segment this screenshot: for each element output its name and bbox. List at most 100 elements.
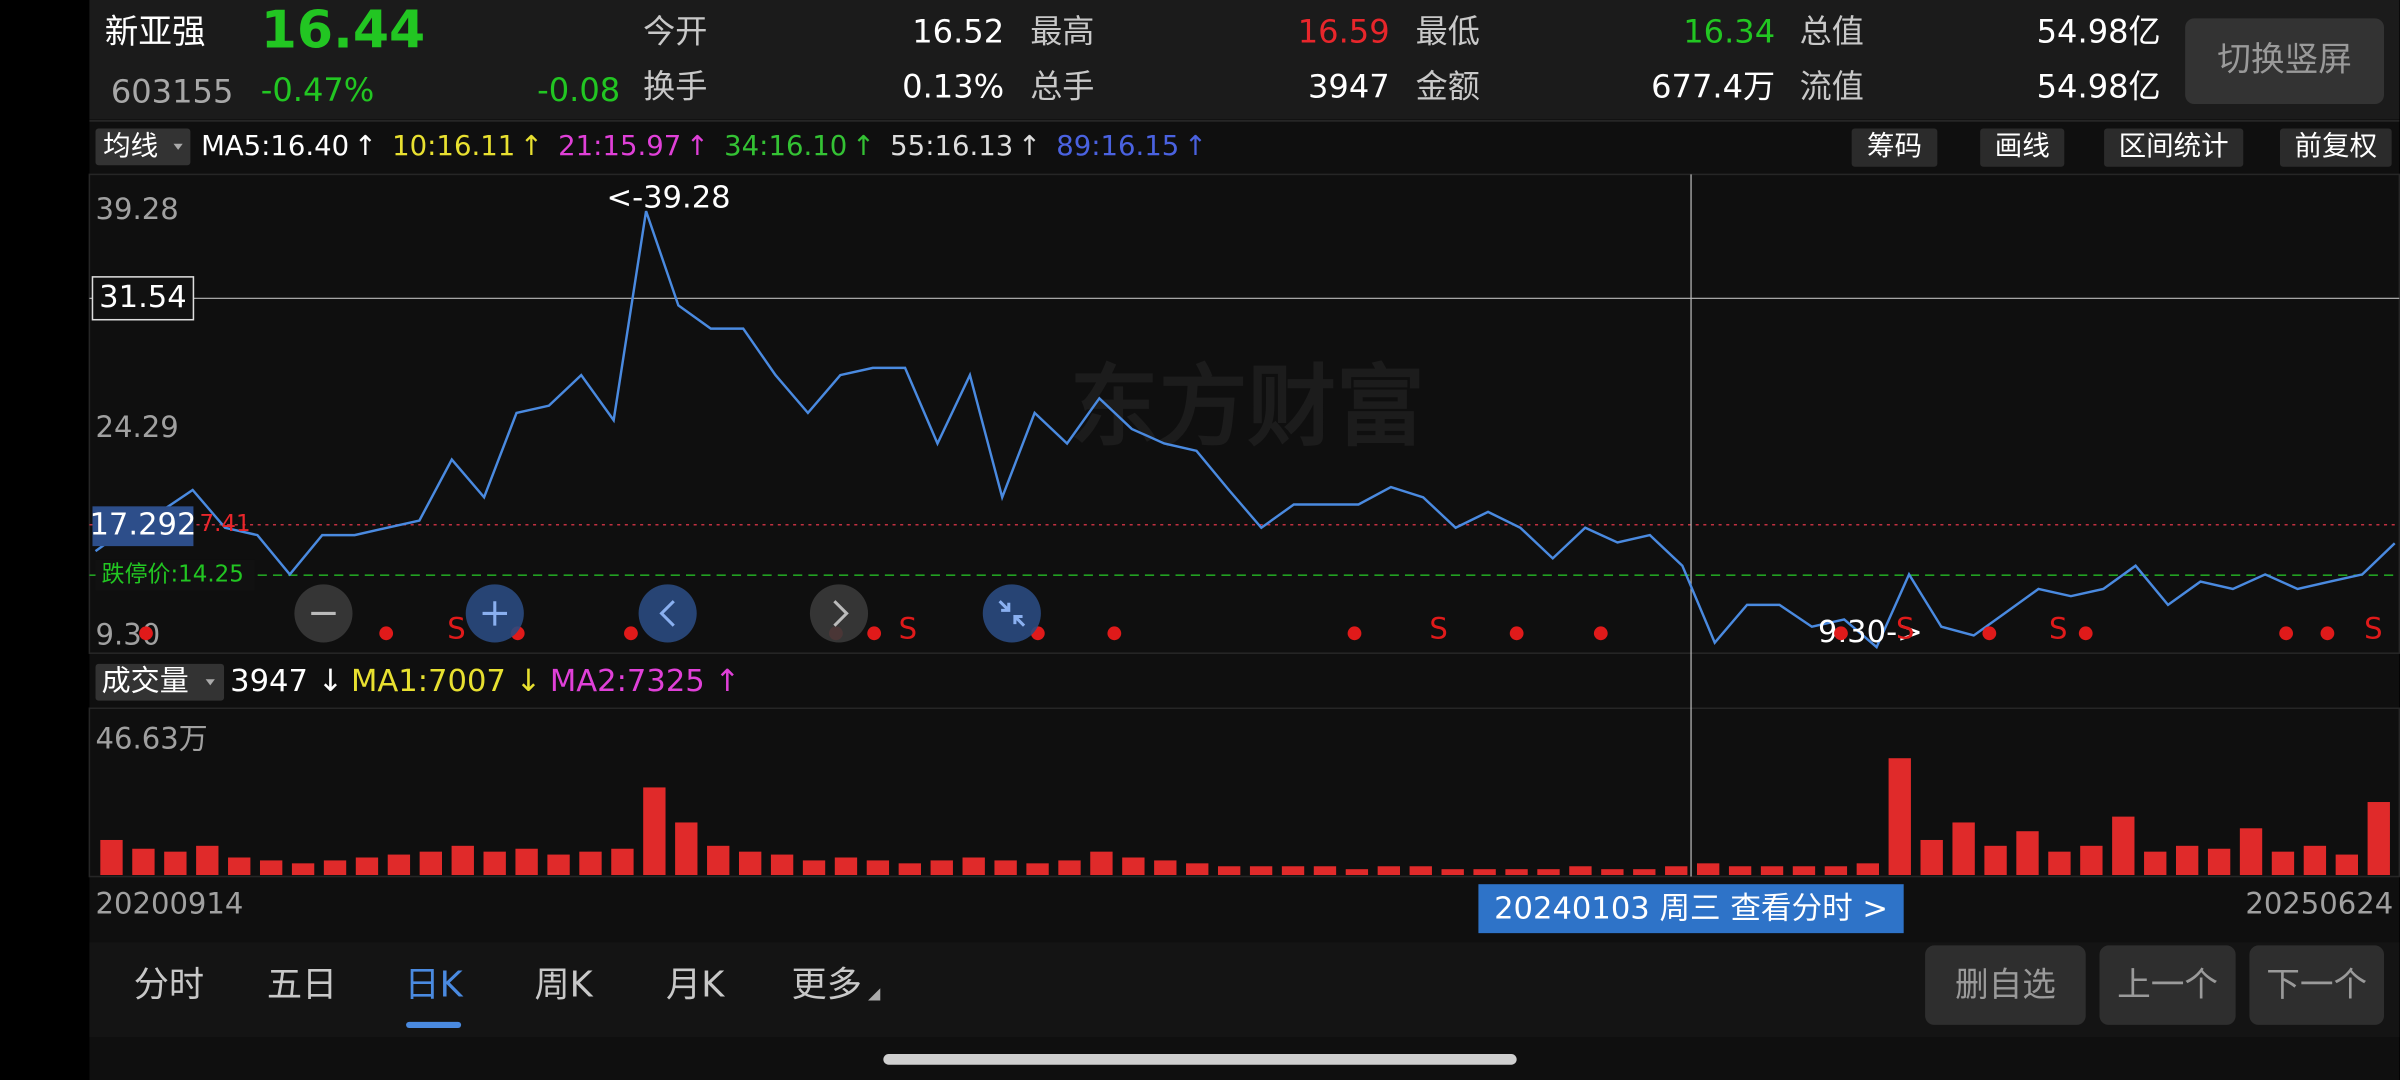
stat-label: 最低	[1416, 13, 1480, 51]
volume-bar	[1281, 866, 1305, 876]
signal-dot	[2279, 626, 2294, 641]
orientation-button[interactable]: 切换竖屏	[2217, 40, 2352, 79]
volume-bar	[1824, 866, 1848, 876]
ma-value: 10:16.11	[392, 130, 515, 162]
stat-label: 金额	[1416, 68, 1480, 106]
volume-bar	[100, 839, 123, 876]
volume-bar	[196, 845, 219, 876]
volume-bar	[770, 854, 794, 876]
volume-bar	[2367, 802, 2390, 876]
volume-bar	[898, 863, 922, 876]
ma-arrow: ↑	[686, 130, 709, 162]
volume-bar	[1026, 863, 1049, 876]
ma-selector[interactable]: 均线	[103, 130, 158, 162]
tool-button-bg[interactable]	[1851, 128, 1938, 167]
volume-selector-bg[interactable]	[95, 663, 225, 701]
tab[interactable]: 分时	[134, 965, 204, 1006]
tab[interactable]: 更多	[792, 965, 862, 1006]
zoom-button[interactable]	[982, 584, 1041, 643]
volume-bar	[483, 851, 506, 876]
crosshair-date[interactable]: 20240103 周三 查看分时 >	[1494, 892, 1888, 927]
zoom-button[interactable]	[809, 584, 869, 643]
stock-name: 新亚强	[105, 12, 206, 51]
icon-plus	[482, 601, 508, 626]
ma-selector-bg[interactable]	[95, 128, 191, 166]
ma-value: 55:16.13	[890, 130, 1013, 162]
action-button[interactable]: 下一个	[2266, 965, 2367, 1004]
volume-bar	[1377, 866, 1401, 876]
signal-dot	[1982, 626, 1997, 641]
stat-value: 54.98亿	[2037, 68, 2161, 106]
signal-s: S	[2364, 611, 2382, 645]
volume-ma1: MA1:7007 ↓	[351, 664, 541, 699]
volume-bar	[802, 860, 826, 876]
volume-bar	[707, 845, 730, 876]
action-button[interactable]: 上一个	[2117, 965, 2218, 1004]
crosshair-date-bg[interactable]	[1478, 884, 1904, 934]
tool-button-bg[interactable]	[2104, 128, 2244, 167]
dropdown-icon	[173, 143, 183, 150]
volume-bar	[1696, 863, 1720, 876]
signal-dot	[139, 626, 153, 641]
stat-value: 16.59	[1298, 13, 1390, 51]
date-start: 20200914	[96, 887, 244, 921]
volume-bar	[2048, 851, 2071, 876]
volume-bar	[1569, 866, 1592, 876]
max-annotation: <-39.28	[606, 180, 730, 215]
change-percent: -0.47%	[261, 71, 375, 109]
orientation-button-bg[interactable]	[2185, 18, 2385, 105]
home-indicator	[883, 1053, 1517, 1065]
volume-bar	[1856, 863, 1880, 876]
zoom-button[interactable]	[638, 584, 697, 643]
tool-button[interactable]: 筹码	[1867, 130, 1922, 162]
action-button-bg[interactable]	[2249, 945, 2385, 1025]
volume-selector[interactable]: 成交量	[102, 663, 189, 697]
y-tick-label: 46.63万	[96, 721, 208, 755]
volume-bar	[1537, 869, 1560, 876]
volume-bar	[1154, 860, 1177, 876]
tab[interactable]: 周K	[535, 965, 594, 1006]
signal-s: S	[1429, 611, 1447, 645]
signal-dot	[379, 626, 394, 641]
crosshair-price: 31.54	[99, 280, 187, 315]
tool-button-bg[interactable]	[2280, 128, 2392, 167]
volume-bar	[419, 851, 443, 876]
signal-s: S	[2049, 611, 2067, 645]
volume-bar	[2207, 848, 2231, 876]
limit-down-bg	[95, 559, 255, 591]
dropdown-icon	[205, 679, 215, 686]
volume-bar	[930, 860, 953, 876]
icon-left	[659, 600, 675, 627]
action-button-bg[interactable]	[1925, 945, 2086, 1025]
action-button[interactable]: 删自选	[1955, 965, 2056, 1004]
tool-button[interactable]: 区间统计	[2119, 130, 2229, 162]
volume-bar	[259, 860, 283, 876]
stat-value: 0.13%	[902, 68, 1004, 106]
tool-button[interactable]: 画线	[1995, 130, 2050, 162]
volume-bar	[1409, 866, 1432, 876]
volume-bar	[643, 787, 666, 876]
signal-dot	[1509, 626, 1524, 641]
volume-bar	[2080, 845, 2103, 876]
volume-bar	[1888, 758, 1911, 876]
tab[interactable]: 五日	[267, 965, 337, 1006]
volume-bar	[2239, 828, 2263, 876]
volume-bar	[1984, 845, 2007, 876]
volume-bar	[1728, 866, 1752, 876]
tab[interactable]: 日K	[404, 965, 463, 1006]
tab[interactable]: 月K	[666, 965, 725, 1006]
volume-bar	[228, 857, 251, 876]
action-button-bg[interactable]	[2099, 945, 2236, 1025]
volume-bar	[2271, 851, 2295, 876]
tool-button[interactable]: 前复权	[2295, 130, 2378, 162]
ma-arrow: ↑	[1184, 130, 1207, 162]
volume-bar	[132, 848, 155, 876]
volume-bar	[2016, 831, 2039, 876]
stat-label: 总值	[1800, 13, 1864, 51]
stat-label: 今开	[643, 13, 707, 51]
tool-button-bg[interactable]	[1980, 128, 2065, 167]
volume-bar	[355, 857, 379, 876]
volume-bar	[387, 854, 411, 876]
stat-label: 换手	[643, 68, 707, 106]
